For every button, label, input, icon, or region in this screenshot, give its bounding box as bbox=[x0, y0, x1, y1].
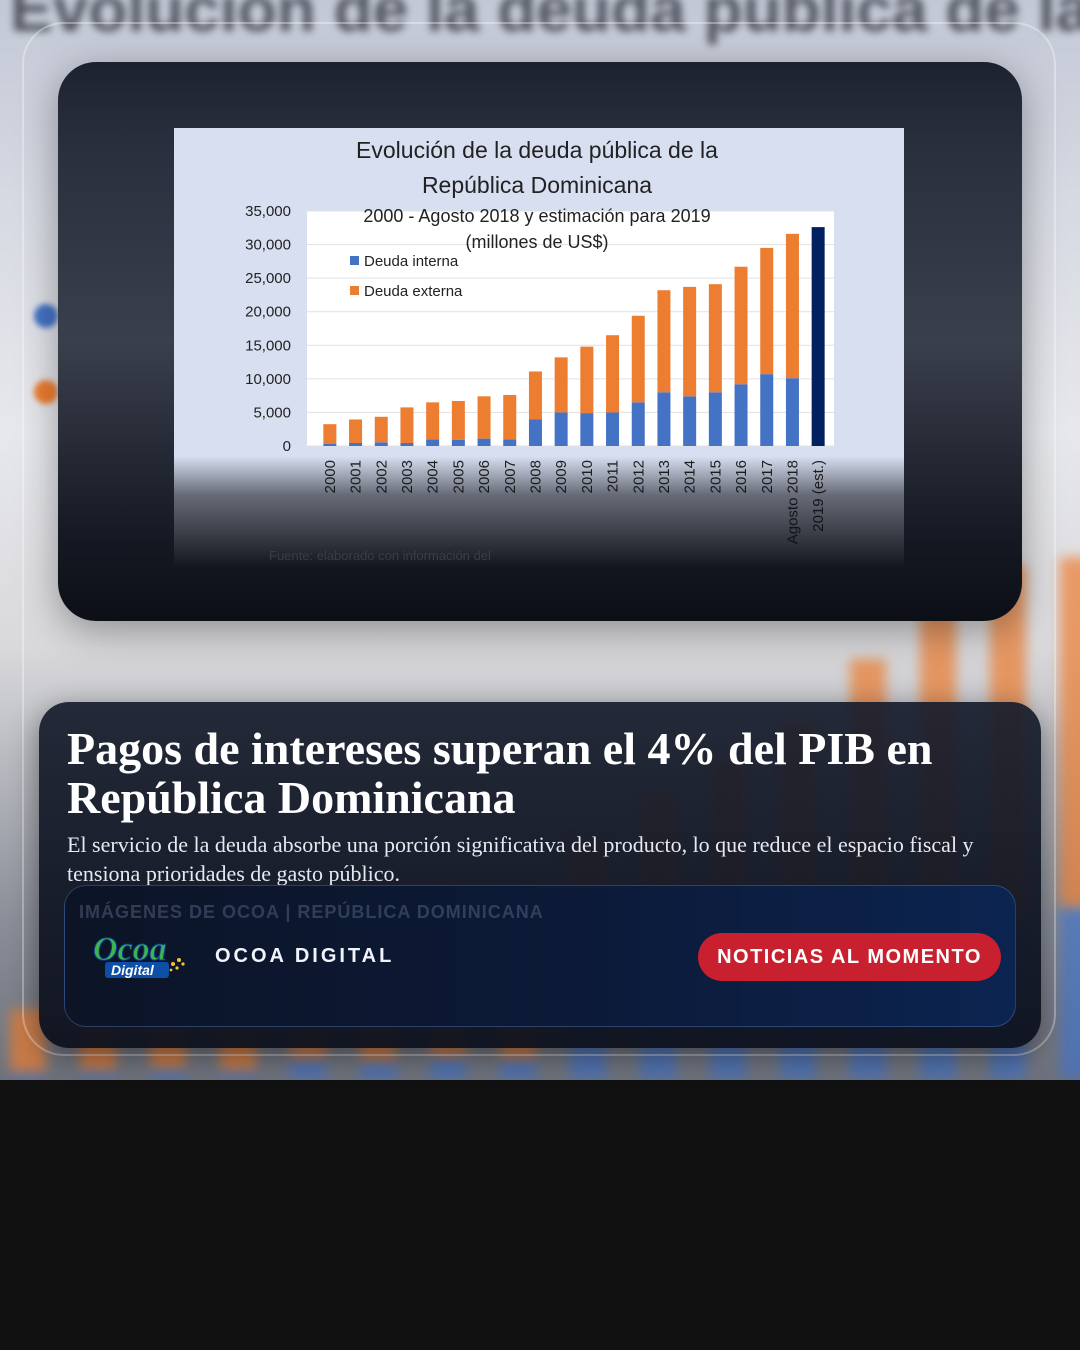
y-tick-label: 35,000 bbox=[245, 203, 291, 220]
bar-segment bbox=[374, 442, 388, 446]
bar-segment bbox=[528, 371, 542, 420]
legend-swatch bbox=[350, 286, 359, 295]
bar-segment bbox=[708, 284, 722, 393]
y-tick-label: 10,000 bbox=[245, 371, 291, 388]
bar-segment bbox=[349, 442, 363, 446]
bar-segment bbox=[477, 396, 491, 439]
logo-sub: Digital bbox=[111, 962, 155, 978]
legend-label: Deuda interna bbox=[364, 253, 459, 270]
logo-word: Ocoa bbox=[93, 931, 167, 968]
background-bar bbox=[220, 1070, 256, 1080]
bar-segment bbox=[477, 438, 491, 446]
bar-segment bbox=[683, 396, 697, 446]
bar-segment bbox=[734, 384, 748, 446]
background-legend-dot-external bbox=[34, 380, 58, 404]
legend-label: Deuda externa bbox=[364, 283, 463, 300]
background-bar bbox=[430, 1056, 466, 1080]
bar-segment bbox=[631, 402, 645, 446]
bar-segment bbox=[426, 402, 440, 440]
background-bar bbox=[500, 1058, 536, 1080]
news-cta-button[interactable]: NOTICIAS AL MOMENTO bbox=[698, 933, 1001, 981]
chart-title-line: República Dominicana bbox=[422, 172, 652, 198]
chart-title-line: Evolución de la deuda pública de la bbox=[356, 137, 718, 163]
chart-subtitle-line: (millones de US$) bbox=[465, 232, 608, 252]
bar-segment bbox=[708, 392, 722, 446]
bar-segment bbox=[580, 346, 594, 414]
article-headline: Pagos de intereses superan el 4% del PIB… bbox=[67, 723, 933, 823]
bar-segment bbox=[657, 290, 671, 393]
bar-segment bbox=[631, 315, 645, 403]
y-tick-label: 30,000 bbox=[245, 237, 291, 254]
bar-segment bbox=[606, 335, 620, 413]
bar-segment bbox=[503, 394, 517, 440]
bar-segment bbox=[400, 407, 414, 443]
background-bar bbox=[290, 1058, 326, 1080]
bar-segment bbox=[554, 357, 568, 413]
background-bar bbox=[80, 1070, 116, 1080]
background-bar bbox=[1060, 906, 1080, 1080]
chart-source-note: Fuente: elaborado con información del bbox=[269, 548, 491, 563]
y-tick-label: 15,000 bbox=[245, 337, 291, 354]
bar-segment bbox=[785, 378, 799, 446]
background-bar bbox=[1060, 556, 1080, 907]
y-tick-label: 25,000 bbox=[245, 270, 291, 287]
brand-bar: Ocoa Digital OCOA DIGITAL NOTICIAS AL MO… bbox=[64, 885, 1016, 1027]
bar-segment bbox=[760, 374, 774, 446]
background-bar bbox=[10, 1072, 46, 1080]
legend-swatch bbox=[350, 256, 359, 265]
background-legend-dot-internal bbox=[34, 304, 58, 328]
glass-frame bbox=[22, 22, 1056, 1056]
bar-estimate bbox=[811, 227, 825, 446]
brand-name: OCOA DIGITAL bbox=[215, 945, 395, 967]
bar-segment bbox=[580, 413, 594, 446]
background-bar bbox=[150, 1068, 186, 1080]
bar-segment bbox=[503, 439, 517, 446]
bar-segment bbox=[323, 424, 337, 444]
bar-segment bbox=[400, 442, 414, 446]
bar-segment bbox=[760, 247, 774, 375]
bar-segment bbox=[606, 412, 620, 446]
bar-segment bbox=[554, 412, 568, 446]
y-tick-label: 20,000 bbox=[245, 304, 291, 321]
background-bar bbox=[360, 1060, 396, 1080]
media-card: 35,000 30,000 25,000 20,000 15,000 10,000 5,00… bbox=[58, 62, 1022, 621]
chart-image: 35,000 30,000 25,000 20,000 15,000 10,000 5,00… bbox=[174, 128, 904, 566]
ocoa-digital-logo: Ocoa Digital bbox=[93, 931, 185, 978]
bar-segment bbox=[451, 401, 465, 440]
y-tick-label: 5,000 bbox=[253, 404, 291, 421]
bar-segment bbox=[374, 416, 388, 443]
bar-segment bbox=[785, 233, 799, 379]
bar-segment bbox=[683, 286, 697, 397]
article-summary: El servicio de la deuda absorbe una porc… bbox=[67, 832, 974, 886]
y-tick-label: 0 bbox=[283, 438, 291, 455]
bar-segment bbox=[734, 266, 748, 385]
bar-segment bbox=[657, 392, 671, 446]
bar-segment bbox=[323, 443, 337, 446]
chart-subtitle-line: 2000 - Agosto 2018 y estimación para 201… bbox=[363, 206, 710, 226]
bar-segment bbox=[451, 439, 465, 446]
bar-segment bbox=[426, 439, 440, 446]
background-title: Evolución de la deuda pública de la bbox=[10, 0, 1080, 45]
article-byline: IMÁGENES DE OCOA | REPÚBLICA DOMINICANA bbox=[79, 902, 544, 922]
bar-segment bbox=[528, 419, 542, 446]
bar-segment bbox=[349, 419, 363, 443]
article-panel: Pagos de intereses superan el 4% del PIB… bbox=[39, 702, 1041, 1048]
chart-fade-overlay bbox=[174, 456, 904, 566]
